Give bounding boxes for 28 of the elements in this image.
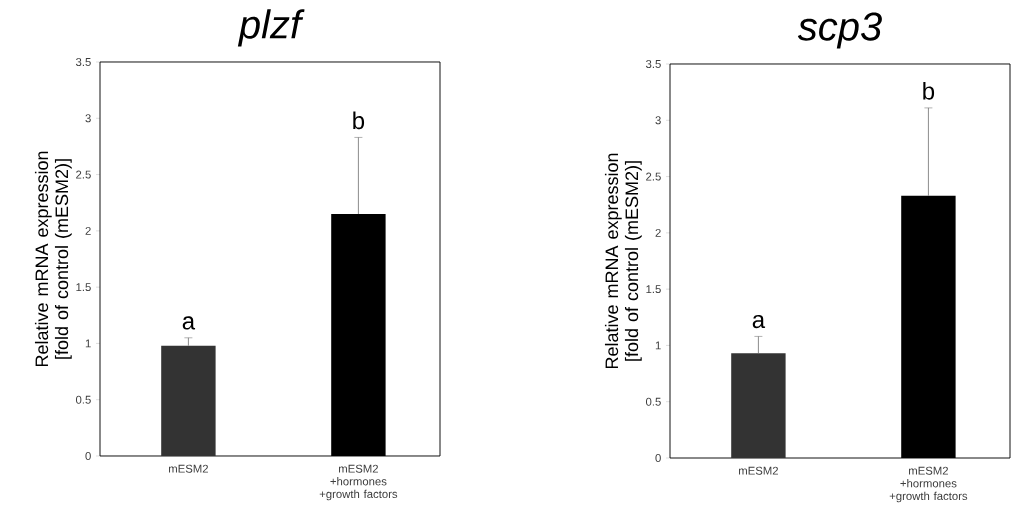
y-tick-label: 3.5 xyxy=(645,59,661,68)
y-tick-label: 0.5 xyxy=(645,397,661,406)
y-tick-label: 2 xyxy=(655,228,661,237)
y-tick-label: 0.5 xyxy=(75,395,91,404)
y-tick-label: 3.5 xyxy=(75,57,91,66)
y-tick-label: 0 xyxy=(655,454,661,462)
annotation: b xyxy=(923,82,935,100)
y-tick-label: 2.5 xyxy=(646,172,661,181)
y-tick-label: 3 xyxy=(655,116,661,125)
y-tick-label: 1 xyxy=(85,339,91,348)
chart-title: scp3 xyxy=(797,12,882,49)
x-tick-label: mESM2 +hormones +growth factors xyxy=(889,466,968,503)
annotation: a xyxy=(752,315,766,329)
y-tick-label: 1 xyxy=(655,341,661,350)
y-tick-label: 3 xyxy=(85,114,91,123)
y-tick-label: 1.5 xyxy=(646,285,661,294)
x-tick-label: mESM2 +hormones +growth factors xyxy=(319,464,398,501)
y-axis-title: Relative mRNA expression [fold of control (mESM2)] xyxy=(34,151,72,367)
chart-title: plzf xyxy=(237,9,305,47)
x-tick-label: mESM2 xyxy=(739,466,778,475)
y-tick-label: 0 xyxy=(85,452,91,461)
y-tick-label: 2.5 xyxy=(76,170,91,179)
annotation: b xyxy=(353,111,365,130)
x-tick-label: mESM2 xyxy=(169,464,208,473)
annotation: a xyxy=(182,316,196,330)
y-tick-label: 2 xyxy=(85,226,91,235)
y-axis-title: Relative mRNA expression [fold of control (mESM2)] xyxy=(604,153,642,369)
y-tick-label: 1.5 xyxy=(76,283,91,292)
